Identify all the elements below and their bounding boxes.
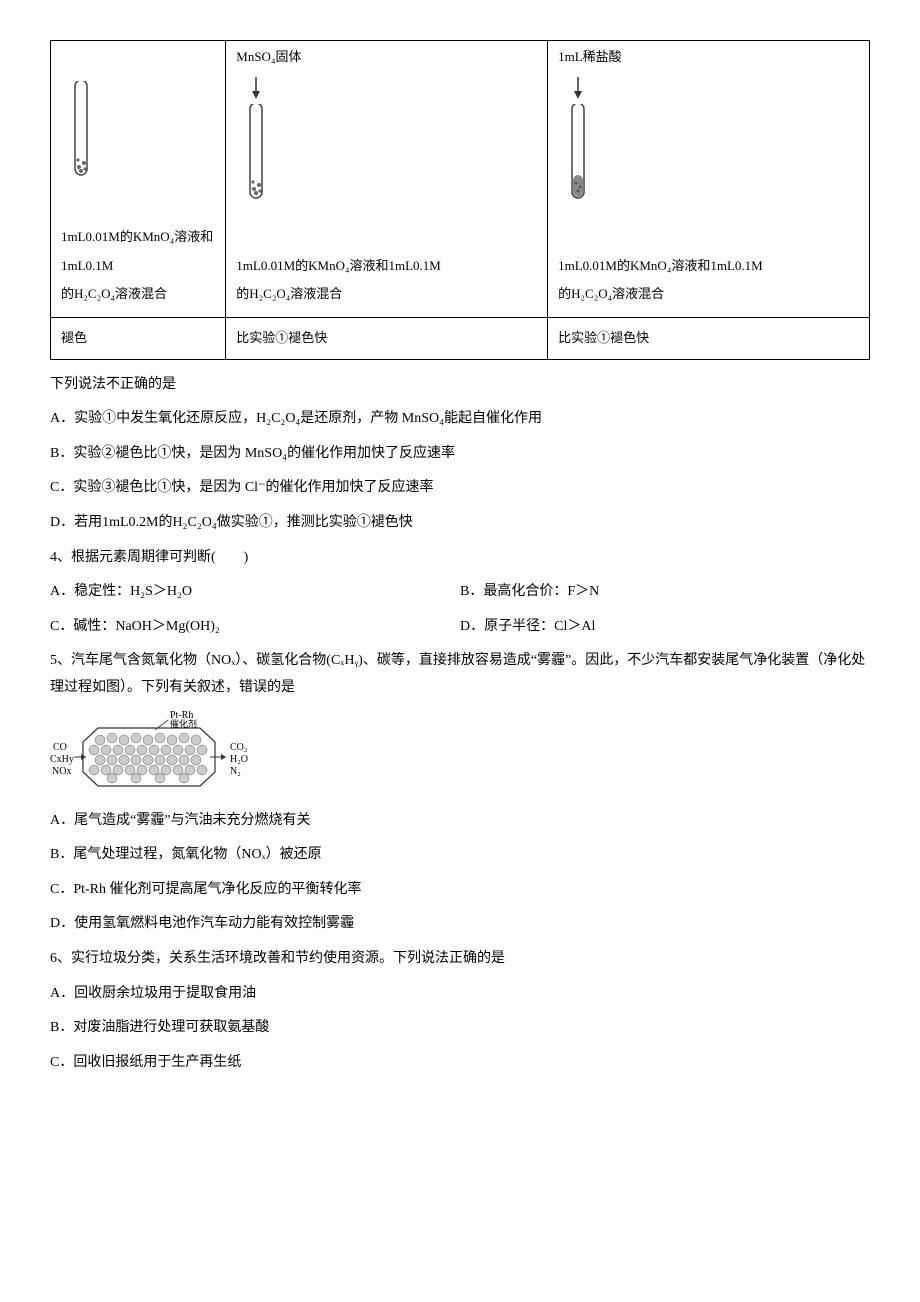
q3-stem: 下列说法不正确的是 [50, 372, 870, 399]
desc1a: 1mL0.01M的KMnO₄溶液和1mL0.1M [61, 229, 213, 273]
svg-text:N₂: N₂ [230, 766, 241, 777]
tube3-svg [558, 49, 859, 225]
q3D: D．若用1mL0.2M的H₂C₂O₄做实验①，推测比实验①褪色快 [50, 510, 870, 537]
svg-text:CO: CO [53, 742, 67, 753]
q3A: A．实验①中发生氧化还原反应，H₂C₂O₄是还原剂，产物 MnSO₄能起自催化作… [50, 406, 870, 433]
row2c2: 比实验①褪色快 [226, 318, 548, 360]
svg-text:H₂O: H₂O [230, 754, 248, 765]
experiment-table: 1mL0.01M的KMnO₄溶液和1mL0.1M 的H₂C₂O₄溶液混合 MnS… [50, 40, 870, 360]
tube2-svg [236, 49, 537, 225]
cell-exp3: 1mL稀盐酸 1mL0.01M的KMnO₄溶液和1mL0.1M 的H₂C₂O₄溶… [548, 41, 870, 318]
catalyst-diagram: CO CxHy NOx CO₂ H₂O N₂ Pt-Rh 催化剂 [50, 710, 870, 800]
q4D: D．原子半径：Cl＞Al [460, 614, 870, 641]
desc1b: 的H₂C₂O₄溶液混合 [61, 286, 167, 301]
q4A: A．稳定性：H₂S＞H₂O [50, 579, 460, 606]
cell-exp1: 1mL0.01M的KMnO₄溶液和1mL0.1M 的H₂C₂O₄溶液混合 [51, 41, 226, 318]
q3B: B．实验②褪色比①快，是因为 MnSO₄的催化作用加快了反应速率 [50, 441, 870, 468]
q4C: C．碱性：NaOH＞Mg(OH)₂ [50, 614, 460, 641]
cell-exp2: MnSO₄固体 1mL0.01M的KMnO₄溶液和1mL0.1M 的H₂C₂O₄… [226, 41, 548, 318]
q6B: B．对废油脂进行处理可获取氨基酸 [50, 1015, 870, 1042]
desc3b: 的H₂C₂O₄溶液混合 [558, 286, 664, 301]
q3C: C．实验③褪色比①快，是因为 Cl⁻的催化作用加快了反应速率 [50, 475, 870, 502]
desc3a: 1mL0.01M的KMnO₄溶液和1mL0.1M [558, 258, 763, 273]
q5C: C．Pt-Rh 催化剂可提高尾气净化反应的平衡转化率 [50, 877, 870, 904]
q6A: A．回收厨余垃圾用于提取食用油 [50, 981, 870, 1008]
q6-stem: 6、实行垃圾分类，关系生活环境改善和节约使用资源。下列说法正确的是 [50, 946, 870, 973]
q5B: B．尾气处理过程，氮氧化物（NOₓ）被还原 [50, 842, 870, 869]
cell2-top: MnSO₄固体 [236, 45, 301, 70]
q5A: A．尾气造成“雾霾”与汽油未充分燃烧有关 [50, 808, 870, 835]
row2c3: 比实验①褪色快 [548, 318, 870, 360]
q4B: B．最高化合价：F＞N [460, 579, 870, 606]
q5-stem: 5、汽车尾气含氮氧化物（NOₓ）、碳氢化合物(CₓHᵧ)、碳等，直接排放容易造成… [50, 648, 870, 701]
cell3-top: 1mL稀盐酸 [558, 45, 622, 70]
desc2a: 1mL0.01M的KMnO₄溶液和1mL0.1M [236, 258, 441, 273]
svg-text:NOx: NOx [52, 766, 71, 777]
desc2b: 的H₂C₂O₄溶液混合 [236, 286, 342, 301]
svg-text:CxHy: CxHy [50, 754, 74, 765]
q5D: D．使用氢氧燃料电池作汽车动力能有效控制雾霾 [50, 911, 870, 938]
svg-text:CO₂: CO₂ [230, 742, 247, 753]
svg-text:催化剂: 催化剂 [170, 718, 197, 729]
tube1-svg [61, 49, 215, 205]
q6C: C．回收旧报纸用于生产再生纸 [50, 1050, 870, 1077]
row2c1: 褪色 [51, 318, 226, 360]
q4-stem: 4、根据元素周期律可判断( ) [50, 545, 870, 572]
